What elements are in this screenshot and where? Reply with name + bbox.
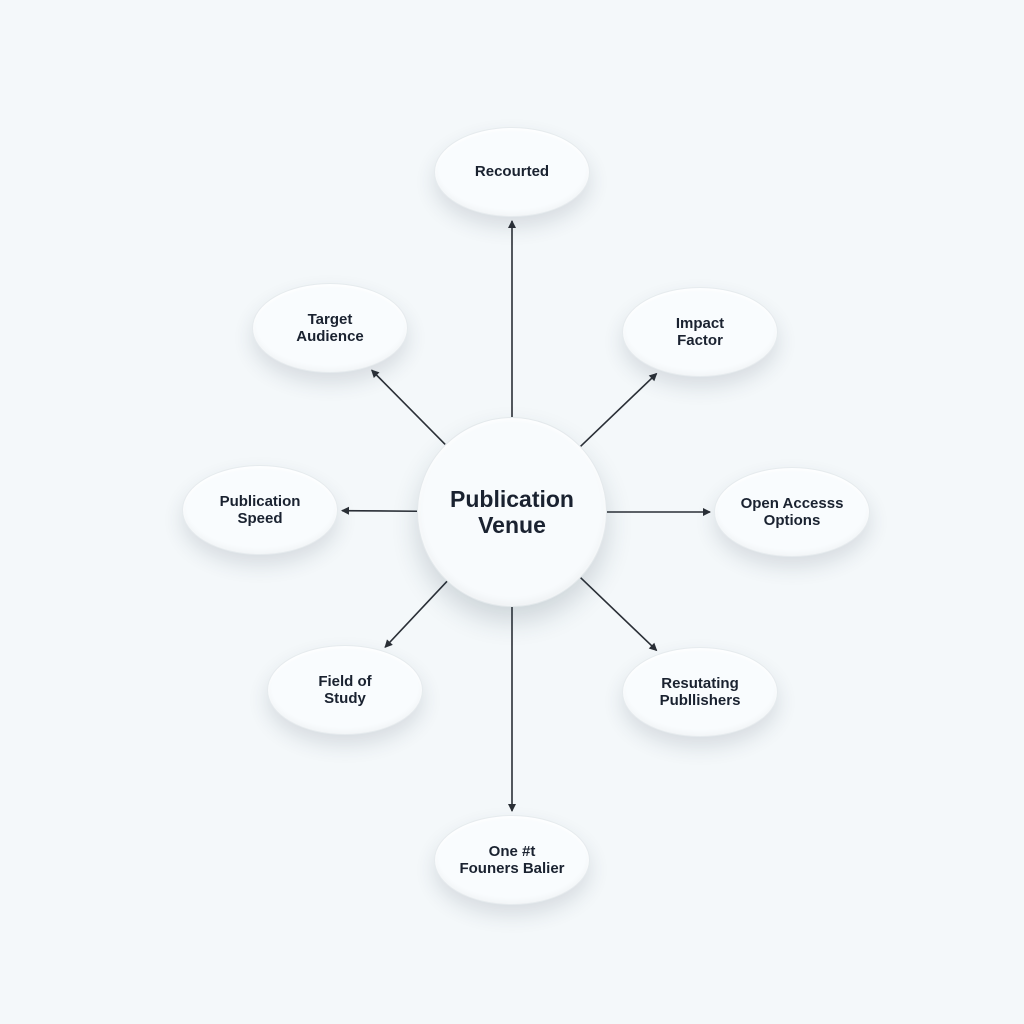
- outer-node-label-n6: Publication Speed: [220, 493, 301, 528]
- outer-node-label-n0: Recourted: [475, 163, 549, 180]
- edge: [385, 581, 447, 647]
- outer-node-label-n2: Open Accesss Options: [741, 495, 844, 530]
- center-node-label: Publication Venue: [450, 486, 574, 539]
- outer-node-label-n3: Resutating Publlishers: [660, 675, 741, 710]
- edge: [581, 374, 657, 447]
- center-node: Publication Venue: [417, 417, 607, 607]
- outer-node-n7: Target Audience: [252, 283, 408, 373]
- outer-node-n5: Field of Study: [267, 645, 423, 735]
- outer-node-label-n7: Target Audience: [296, 311, 364, 346]
- outer-node-label-n4: One #t Founers Balier: [459, 843, 564, 878]
- outer-node-label-n5: Field of Study: [318, 673, 371, 708]
- diagram-canvas: Publication Venue Recourted Impact Factor O…: [0, 0, 1024, 1024]
- outer-node-n4: One #t Founers Balier: [434, 815, 590, 905]
- outer-node-n3: Resutating Publlishers: [622, 647, 778, 737]
- edge: [372, 370, 445, 444]
- outer-node-n6: Publication Speed: [182, 465, 338, 555]
- outer-node-n0: Recourted: [434, 127, 590, 217]
- outer-node-n1: Impact Factor: [622, 287, 778, 377]
- edge: [342, 511, 417, 512]
- outer-node-n2: Open Accesss Options: [714, 467, 870, 557]
- edge: [581, 578, 657, 651]
- outer-node-label-n1: Impact Factor: [676, 315, 724, 350]
